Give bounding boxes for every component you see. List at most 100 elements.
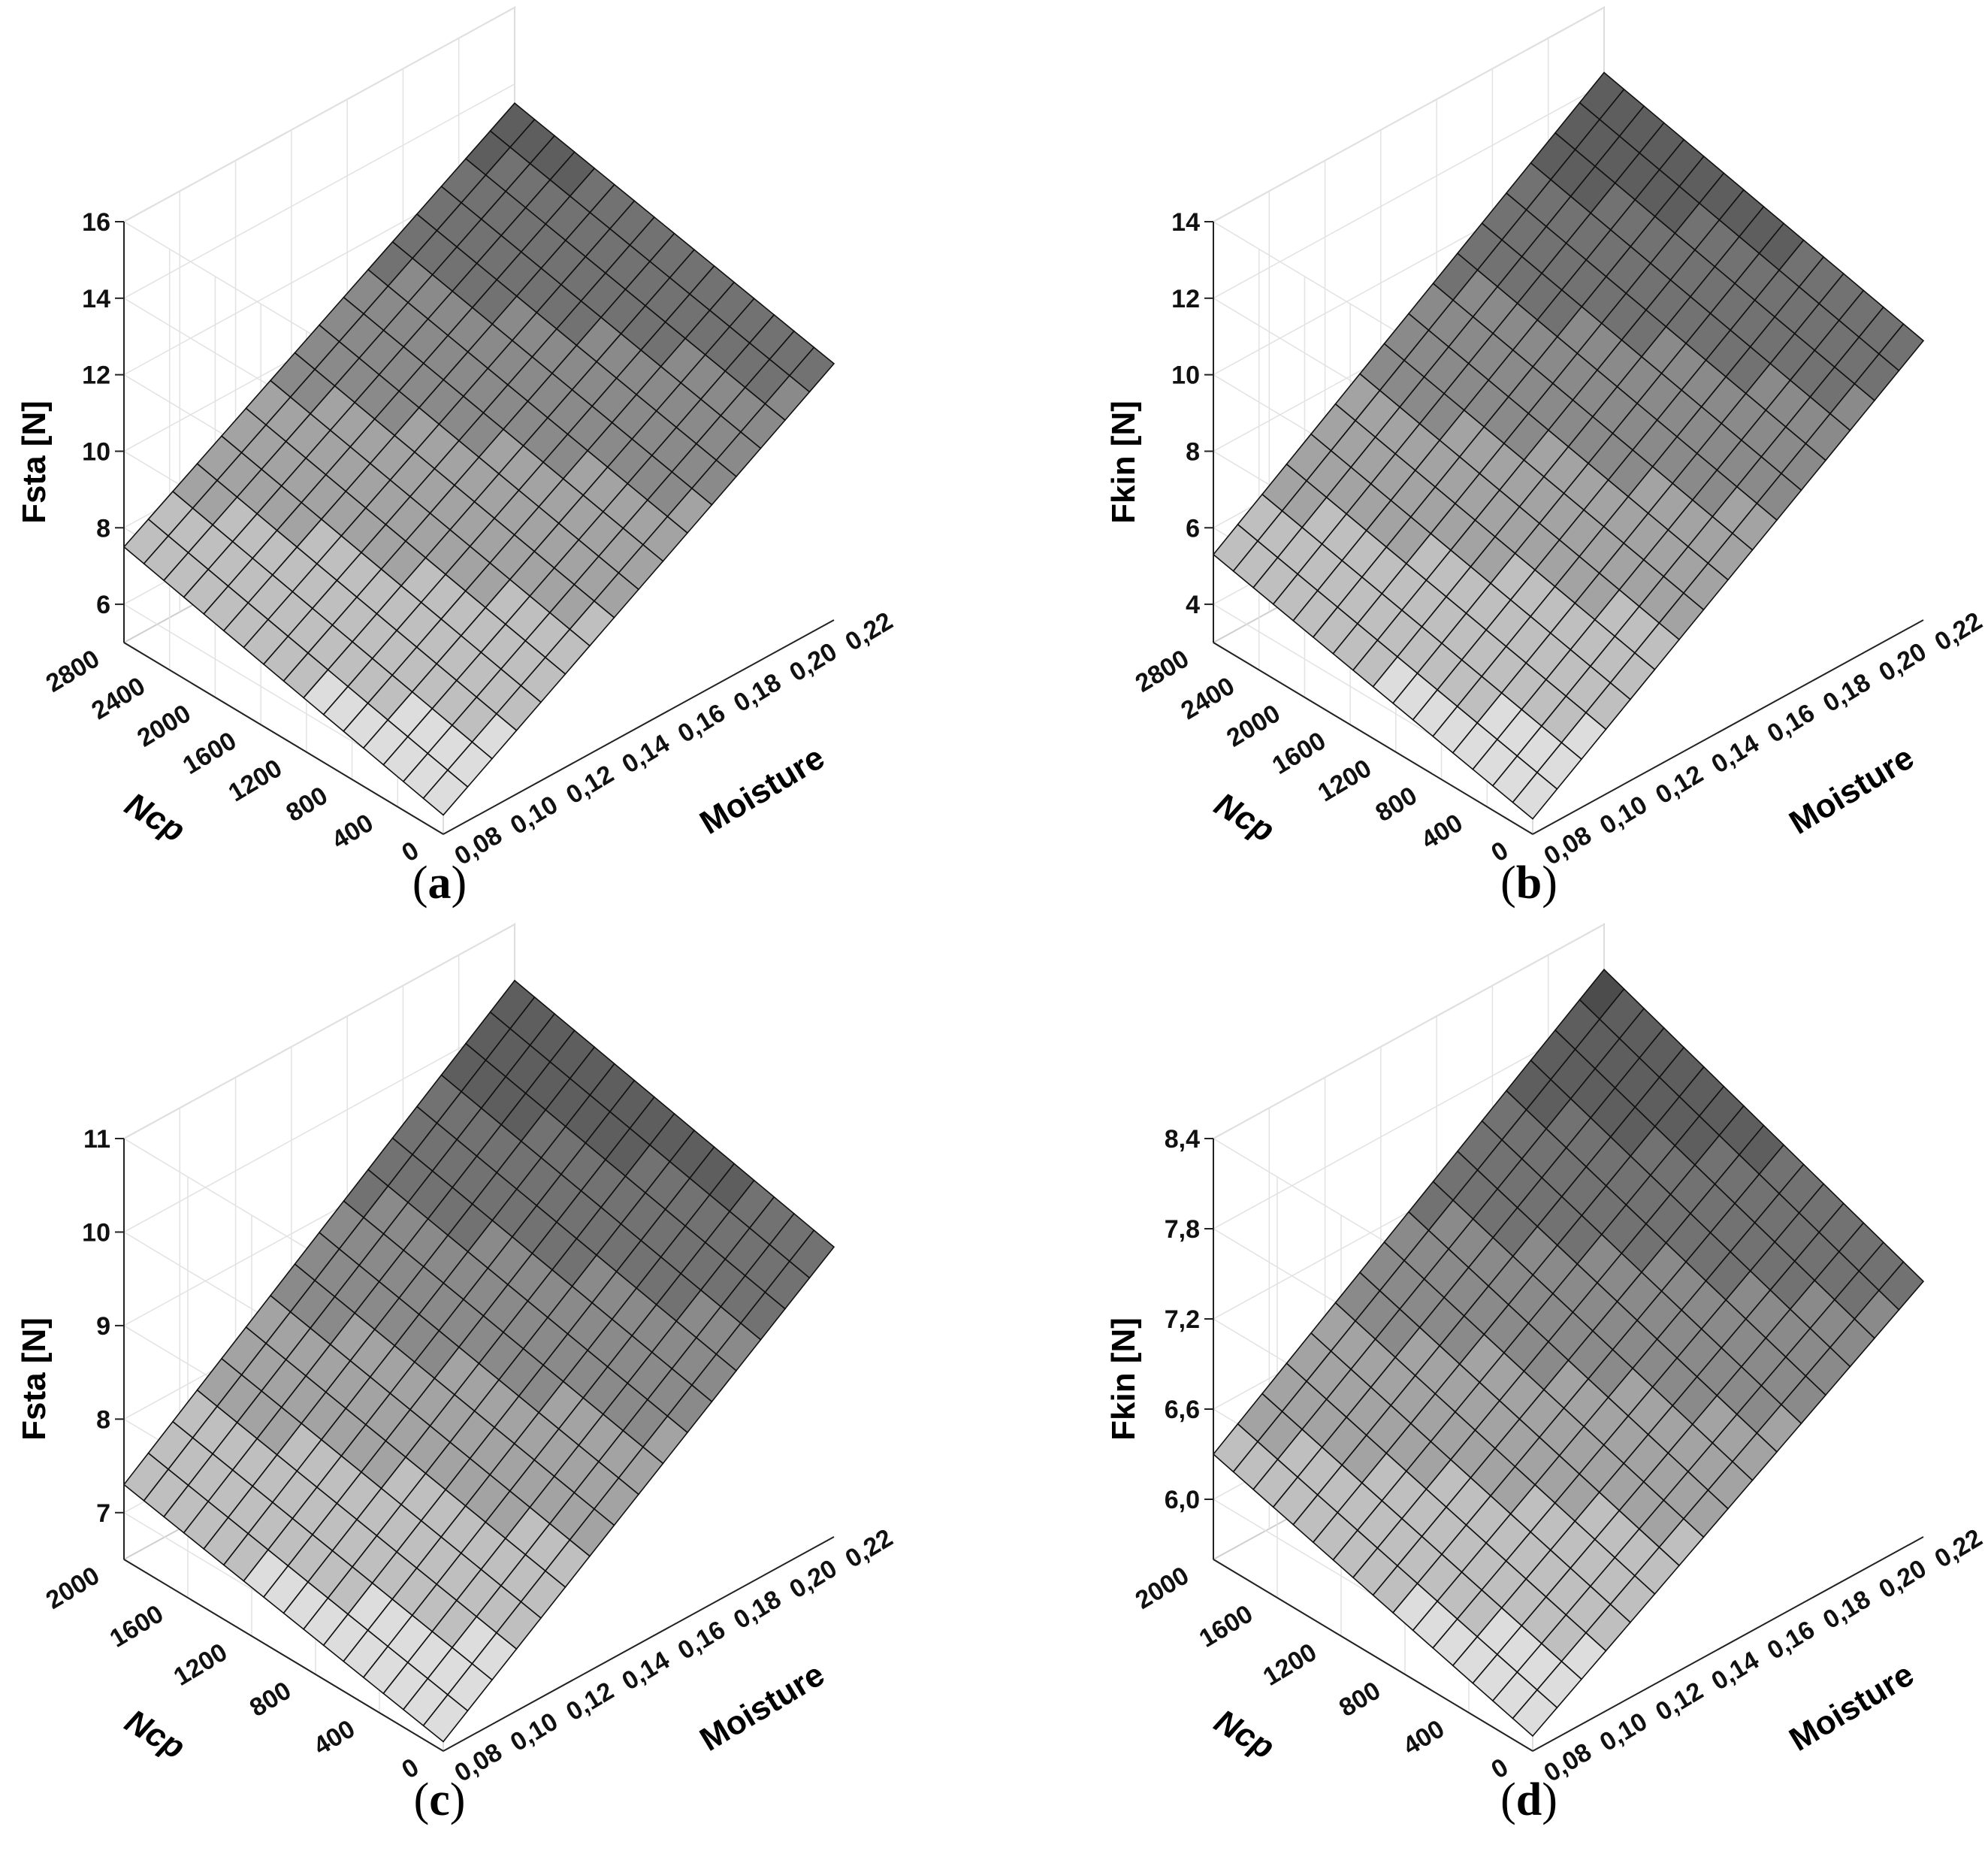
moisture-tick-label: 0,20 xyxy=(1874,637,1931,688)
moisture-axis-line xyxy=(443,1536,835,1752)
moisture-tick-label: 0,22 xyxy=(841,606,898,657)
ncp-tick-label: 1200 xyxy=(1313,754,1376,808)
axes xyxy=(123,222,835,835)
moisture-tick-label: 0,12 xyxy=(1651,760,1708,810)
moisture-tick-label: 0,14 xyxy=(1706,729,1763,779)
panel-d: 6,06,67,27,88,404008001200160020000,080,… xyxy=(1105,923,1987,1825)
axes xyxy=(1213,1139,1924,1752)
ncp-tick-label: 2800 xyxy=(1131,644,1194,698)
moisture-axis-title: Moisture xyxy=(1783,1656,1920,1758)
panel-label-open: ( xyxy=(1500,1774,1516,1825)
z-axis-title: Fkin [N] xyxy=(1105,401,1142,524)
z-tick-label: 10 xyxy=(82,437,110,466)
ncp-axis-line xyxy=(123,642,444,835)
surface-cell xyxy=(788,1229,835,1279)
surface-cell xyxy=(788,346,835,393)
ncp-tick-label: 400 xyxy=(1398,1714,1449,1761)
z-tick-label: 14 xyxy=(82,285,110,313)
ncp-tick-label: 400 xyxy=(327,809,378,855)
moisture-tick-label: 0,14 xyxy=(617,1646,674,1696)
moisture-tick-label: 0,22 xyxy=(1930,1523,1987,1574)
z-tick-label: 12 xyxy=(82,361,110,390)
surface-mesh xyxy=(122,979,835,1743)
axes xyxy=(1213,222,1924,835)
z-tick-label: 6,6 xyxy=(1165,1396,1200,1424)
ncp-tick-label: 1600 xyxy=(1267,727,1331,781)
panel-label-letter: a xyxy=(428,857,452,909)
ncp-tick-label: 1600 xyxy=(1195,1599,1258,1653)
ncp-axis-title: Ncp xyxy=(1208,1702,1280,1766)
z-tick-label: 11 xyxy=(83,1125,110,1154)
ncp-tick-label: 800 xyxy=(1370,781,1422,827)
moisture-axis-line xyxy=(1532,1536,1924,1752)
z-tick-label: 10 xyxy=(1171,361,1200,390)
moisture-tick-label: 0,16 xyxy=(673,698,730,749)
moisture-tick-label: 0,20 xyxy=(784,637,841,688)
moisture-axis-line xyxy=(443,619,835,835)
z-tick-label: 6,0 xyxy=(1165,1486,1200,1514)
z-tick-label: 7 xyxy=(96,1499,110,1528)
panel-label-close: ) xyxy=(1542,1774,1557,1825)
moisture-tick-label: 0,18 xyxy=(1818,1585,1875,1635)
moisture-tick-label: 0,12 xyxy=(561,1677,618,1727)
panel-label-close: ) xyxy=(450,1774,466,1825)
panel-label: (a) xyxy=(412,857,467,909)
panel-c: 789101104008001200160020000,080,100,120,… xyxy=(16,923,898,1825)
ncp-tick-label: 2800 xyxy=(41,644,104,698)
ncp-tick-label: 800 xyxy=(281,781,332,827)
z-tick-label: 8 xyxy=(96,514,110,543)
ncp-tick-label: 2000 xyxy=(132,699,195,753)
panel-label-letter: c xyxy=(429,1774,450,1825)
ncp-axis-line xyxy=(1213,642,1533,835)
moisture-tick-label: 0,16 xyxy=(1763,698,1820,749)
ncp-tick-label: 1200 xyxy=(224,754,287,808)
moisture-axis-line xyxy=(1532,619,1924,835)
panel-label-open: ( xyxy=(414,1774,430,1825)
surface-mesh xyxy=(122,102,835,816)
ncp-axis-line xyxy=(123,1559,444,1752)
z-tick-labels: 6,0 6,6 7,2 7,8 8,4 xyxy=(1165,1125,1213,1514)
z-tick-label: 8 xyxy=(1186,437,1200,466)
moisture-tick-label: 0,18 xyxy=(729,1585,786,1635)
z-tick-label: 9 xyxy=(96,1312,110,1341)
z-axis-title: Fsta [N] xyxy=(16,401,53,524)
panel-label-close: ) xyxy=(452,857,467,909)
surface-cell xyxy=(1878,1260,1925,1311)
ncp-axis-title: Ncp xyxy=(1208,785,1280,849)
ncp-tick-label: 400 xyxy=(309,1714,360,1761)
moisture-axis-title: Moisture xyxy=(693,739,830,841)
ncp-tick-label: 2400 xyxy=(1176,672,1239,726)
moisture-tick-label: 0,18 xyxy=(729,668,786,718)
z-tick-label: 7,8 xyxy=(1165,1215,1200,1244)
z-axis-title: Fsta [N] xyxy=(16,1317,53,1441)
moisture-tick-label: 0,14 xyxy=(1706,1646,1763,1696)
surface-cell xyxy=(1878,322,1925,372)
moisture-tick-label: 0,10 xyxy=(506,1707,563,1757)
panel-a: 68101214160400800120016002000240028000,0… xyxy=(16,6,898,909)
moisture-tick-label: 0,10 xyxy=(1595,1707,1652,1757)
ncp-tick-label: 1200 xyxy=(1258,1638,1322,1692)
ncp-tick-label: 400 xyxy=(1416,809,1467,855)
z-tick-label: 8,4 xyxy=(1165,1125,1200,1154)
moisture-tick-label: 0,10 xyxy=(506,790,563,840)
ncp-axis-line xyxy=(1213,1559,1533,1752)
moisture-tick-label: 0,16 xyxy=(673,1615,730,1665)
axes xyxy=(123,1139,835,1752)
z-axis-title: Fkin [N] xyxy=(1105,1317,1142,1441)
ncp-tick-label: 800 xyxy=(245,1676,296,1722)
panel-label: (d) xyxy=(1500,1774,1557,1825)
moisture-axis-title: Moisture xyxy=(1783,739,1920,841)
z-tick-label: 8 xyxy=(96,1405,110,1434)
panel-label-letter: b xyxy=(1516,857,1542,909)
moisture-axis-title: Moisture xyxy=(693,1656,830,1758)
z-tick-label: 6 xyxy=(96,591,110,619)
ncp-tick-label: 2000 xyxy=(41,1561,104,1615)
moisture-tick-label: 0,16 xyxy=(1763,1615,1820,1665)
z-tick-labels: 6 8 10 12 14 16 xyxy=(82,208,124,619)
z-tick-labels: 7 8 9 10 11 xyxy=(82,1125,124,1528)
moisture-tick-label: 0,12 xyxy=(1651,1677,1708,1727)
z-tick-labels: 4 6 8 10 12 14 xyxy=(1171,208,1213,619)
moisture-tick-label: 0,10 xyxy=(1595,790,1652,840)
ncp-tick-label: 2000 xyxy=(1131,1561,1194,1615)
